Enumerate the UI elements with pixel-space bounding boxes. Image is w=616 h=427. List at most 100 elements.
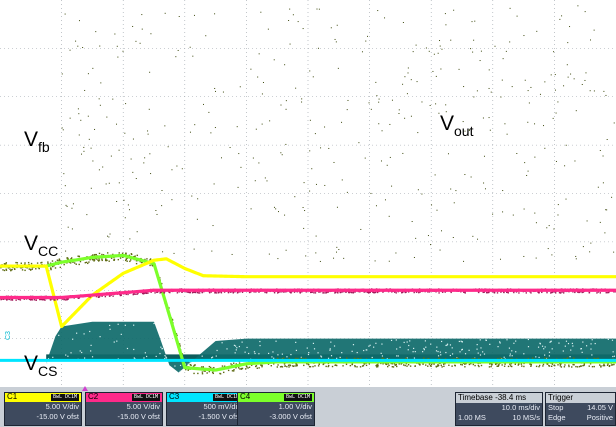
noise-dot (564, 165, 566, 167)
noise-dot (292, 14, 294, 16)
envelope-dot (50, 268, 52, 271)
noise-dot (77, 45, 79, 47)
noise-dot (464, 353, 467, 355)
trigger-panel[interactable]: Trigger Stop 14.05 V Edge Positive (545, 392, 616, 426)
noise-dot (582, 341, 584, 343)
noise-dot (336, 206, 338, 208)
noise-dot (234, 345, 237, 347)
envelope-dot (193, 291, 195, 293)
channel-1-descriptor[interactable]: C1 BwL DC1M 5.00 V/div -15.00 V ofst (4, 392, 82, 426)
envelope-dot (388, 364, 390, 367)
noise-dot (544, 354, 546, 356)
noise-dot (106, 235, 108, 237)
timebase-panel[interactable]: Timebase -38.4 ms 10.0 ms/div 1.00 MS 10… (455, 392, 543, 426)
noise-dot (175, 56, 177, 58)
envelope-dot (208, 365, 211, 368)
noise-dot (425, 47, 427, 49)
envelope-dot (345, 363, 348, 366)
envelope-dot (273, 363, 275, 365)
channel-2-descriptor[interactable]: C2 BwL DC1M 5.00 V/div -15.00 V ofst (85, 392, 163, 426)
envelope-dot (19, 267, 22, 269)
envelope-dot (0, 267, 2, 269)
envelope-dot (113, 259, 115, 262)
noise-dot (312, 342, 315, 345)
envelope-dot (215, 292, 217, 294)
envelope-dot (451, 365, 453, 367)
noise-dot (381, 343, 383, 345)
envelope-dot (356, 357, 359, 360)
noise-dot (569, 26, 571, 28)
envelope-dot (474, 364, 476, 367)
timebase-sampling: 1.00 MS 10 MS/s (456, 413, 542, 423)
noise-dot (341, 352, 343, 354)
noise-dot (159, 352, 161, 355)
noise-dot (120, 333, 122, 335)
envelope-dot (231, 370, 234, 372)
envelope-dot (125, 293, 127, 296)
envelope-dot (119, 294, 122, 297)
envelope-dot (438, 357, 441, 360)
noise-dot (373, 346, 375, 348)
envelope-dot (427, 291, 429, 293)
noise-dot (315, 235, 317, 237)
timebase-label: Timebase (458, 393, 493, 402)
noise-dot (260, 11, 262, 13)
envelope-dot (105, 258, 107, 261)
envelope-dot (89, 296, 92, 298)
noise-dot (78, 20, 80, 22)
noise-dot (502, 190, 504, 192)
envelope-dot (235, 367, 237, 369)
envelope-dot (564, 364, 566, 366)
envelope-dot (127, 293, 129, 296)
noise-dot (64, 185, 66, 187)
noise-dot (250, 68, 252, 70)
noise-dot (549, 341, 551, 343)
noise-dot (61, 73, 63, 75)
envelope-dot (97, 296, 100, 299)
envelope-dot (219, 373, 222, 375)
envelope-dot (454, 364, 456, 367)
envelope-dot (602, 364, 604, 367)
envelope-dot (440, 364, 442, 366)
noise-dot (244, 351, 246, 353)
noise-dot (83, 146, 85, 148)
noise-dot (384, 17, 386, 19)
noise-dot (196, 218, 198, 220)
noise-dot (329, 348, 331, 350)
envelope-dot (188, 291, 191, 294)
trigger-mode: Stop (548, 403, 564, 412)
noise-dot (489, 129, 491, 131)
channel-4-descriptor[interactable]: C4 BwL DC1M 1.00 V/div -3.000 V ofst (237, 392, 315, 426)
envelope-dot (425, 364, 427, 366)
noise-dot (285, 100, 287, 102)
envelope-dot (19, 299, 22, 301)
noise-dot (536, 30, 538, 32)
noise-dot (381, 130, 383, 132)
noise-dot (413, 347, 415, 350)
envelope-dot (283, 363, 286, 365)
noise-dot (161, 348, 163, 350)
envelope-dot (102, 254, 105, 256)
noise-dot (294, 196, 296, 198)
noise-dot (171, 169, 173, 171)
noise-dot (565, 340, 568, 342)
noise-dot (398, 113, 400, 115)
noise-dot (82, 47, 84, 49)
envelope-dot (435, 365, 437, 368)
noise-dot (584, 79, 586, 81)
channel-3-descriptor[interactable]: C3 BwL DC1M 500 mV/div -1.500 V ofst (166, 392, 244, 426)
envelope-dot (280, 291, 282, 293)
noise-dot (447, 153, 449, 155)
noise-dot (250, 208, 252, 210)
envelope-dot (530, 365, 532, 367)
envelope-dot (35, 299, 38, 301)
envelope-dot (571, 366, 573, 368)
noise-dot (309, 190, 311, 192)
envelope-dot (160, 291, 162, 293)
noise-dot (404, 76, 406, 78)
noise-dot (380, 160, 382, 162)
noise-dot (503, 356, 505, 358)
noise-dot (452, 237, 454, 239)
noise-dot (358, 142, 360, 144)
noise-dot (439, 249, 441, 251)
